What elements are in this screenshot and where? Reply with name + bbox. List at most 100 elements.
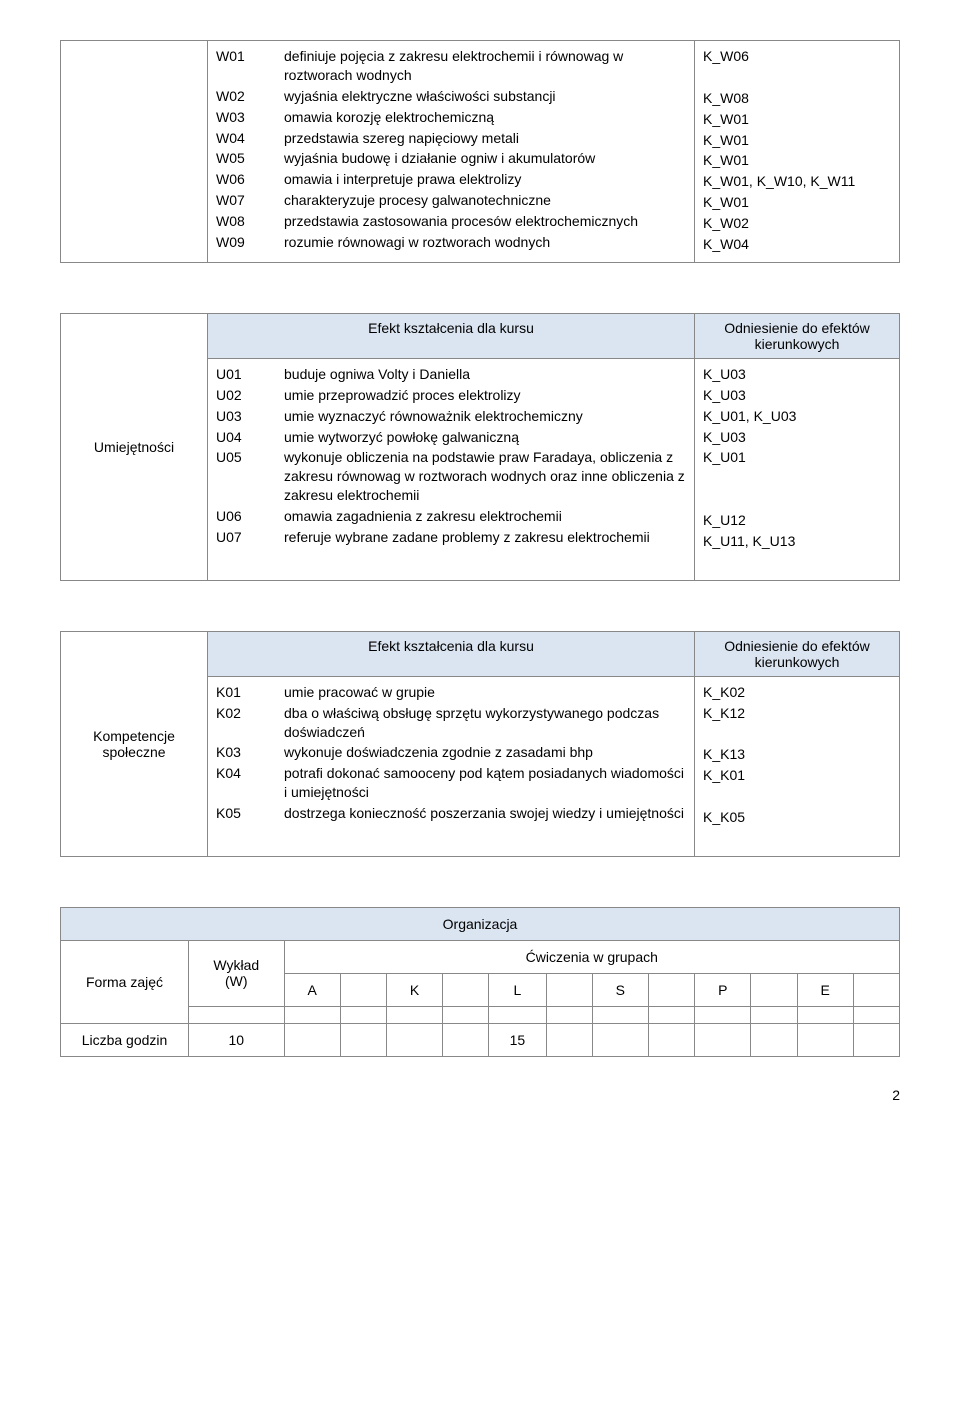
competence-out-cell: K_K02 K_K12 K_K13 K_K01 K_K05 xyxy=(695,676,900,856)
row-out: K_U11, K_U13 xyxy=(703,532,891,551)
skills-left-label: Umiejętności xyxy=(61,313,208,580)
row-code: W03 xyxy=(216,108,266,127)
row-code: U02 xyxy=(216,386,266,405)
row-code: W04 xyxy=(216,129,266,148)
row-desc: przedstawia szereg napięciowy metali xyxy=(284,129,686,148)
row-code: K04 xyxy=(216,764,266,802)
row-out: K_K05 xyxy=(703,808,891,827)
row-code: W02 xyxy=(216,87,266,106)
row-out: K_W06 xyxy=(703,47,891,66)
org-forma: Forma zajęć xyxy=(61,940,189,1023)
org-col-S: S xyxy=(592,973,648,1006)
org-col-A: A xyxy=(284,973,340,1006)
skills-header-right: Odniesienie do efektów kierunkowych xyxy=(695,313,900,358)
org-liczba-l: 15 xyxy=(489,1023,546,1056)
knowledge-desc-cell: W01 definiuje pojęcia z zakresu elektroch… xyxy=(208,41,695,263)
org-col-gap xyxy=(648,973,694,1006)
row-code: U07 xyxy=(216,528,266,547)
row-out: K_W01 xyxy=(703,131,891,150)
row-desc: umie wyznaczyć równoważnik elektrochemic… xyxy=(284,407,686,426)
row-desc: omawia zagadnienia z zakresu elektrochem… xyxy=(284,507,686,526)
row-code: K03 xyxy=(216,743,266,762)
row-out: K_U03 xyxy=(703,428,891,447)
row-code: U05 xyxy=(216,448,266,505)
row-code: K01 xyxy=(216,683,266,702)
row-out: K_W01 xyxy=(703,110,891,129)
org-wyklad-label: Wykład xyxy=(195,957,278,973)
row-desc: wyjaśnia budowę i działanie ogniw i akum… xyxy=(284,149,686,168)
competence-header-mid: Efekt kształcenia dla kursu xyxy=(208,631,695,676)
organization-table: Organizacja Forma zajęć Wykład (W) Ćwicz… xyxy=(60,907,900,1057)
competence-desc-cell: K01umie pracować w grupieK02dba o właści… xyxy=(208,676,695,856)
row-out: K_W01 xyxy=(703,193,891,212)
row-out: K_U01, K_U03 xyxy=(703,407,891,426)
row-out: K_W04 xyxy=(703,235,891,254)
row-code: W07 xyxy=(216,191,266,210)
competence-table: Kompetencje społeczne Efekt kształcenia … xyxy=(60,631,900,857)
knowledge-left-empty xyxy=(61,41,208,263)
org-col-K: K xyxy=(386,973,442,1006)
row-code: W08 xyxy=(216,212,266,231)
row-code: U06 xyxy=(216,507,266,526)
row-desc: definiuje pojęcia z zakresu elektrochemi… xyxy=(284,47,686,85)
row-desc: buduje ogniwa Volty i Daniella xyxy=(284,365,686,384)
row-code: W06 xyxy=(216,170,266,189)
row-out: K_W08 xyxy=(703,89,891,108)
org-col-L: L xyxy=(489,973,546,1006)
page-number: 2 xyxy=(60,1087,900,1103)
row-code: U03 xyxy=(216,407,266,426)
row-desc: dostrzega konieczność poszerzania swojej… xyxy=(284,804,686,823)
row-out: K_W01 xyxy=(703,151,891,170)
org-wyklad-sub: (W) xyxy=(195,973,278,989)
row-desc: umie przeprowadzić proces elektrolizy xyxy=(284,386,686,405)
row-desc: wykonuje obliczenia na podstawie praw Fa… xyxy=(284,448,686,505)
skills-desc-cell: U01 buduje ogniwa Volty i Daniella U02 umie… xyxy=(208,358,695,580)
org-title: Organizacja xyxy=(61,907,900,940)
row-desc: rozumie równowagi w roztworach wodnych xyxy=(284,233,686,252)
competence-header-right: Odniesienie do efektów kierunkowych xyxy=(695,631,900,676)
row-out: K_W02 xyxy=(703,214,891,233)
row-desc: omawia i interpretuje prawa elektrolizy xyxy=(284,170,686,189)
skills-out-cell: K_U03K_U03K_U01, K_U03K_U03K_U01 K_U12K_… xyxy=(695,358,900,580)
org-col-gap xyxy=(751,973,797,1006)
row-out: K_K13 xyxy=(703,745,891,764)
row-out: K_U01 xyxy=(703,448,891,467)
row-desc: omawia korozję elektrochemiczną xyxy=(284,108,686,127)
row-code: W01 xyxy=(216,47,266,85)
row-desc: referuje wybrane zadane problemy z zakre… xyxy=(284,528,686,547)
row-out: K_U12 xyxy=(703,511,891,530)
org-col-gap xyxy=(340,973,386,1006)
row-desc: charakteryzuje procesy galwanotechniczne xyxy=(284,191,686,210)
org-col-E: E xyxy=(797,973,853,1006)
knowledge-out-cell: K_W06 K_W08K_W01K_W01K_W01K_W01, K_W10, … xyxy=(695,41,900,263)
row-out: K_U03 xyxy=(703,365,891,384)
competence-left-label: Kompetencje społeczne xyxy=(61,631,208,856)
row-code: W05 xyxy=(216,149,266,168)
row-out: K_K02 xyxy=(703,683,891,702)
row-out: K_W01, K_W10, K_W11 xyxy=(703,172,891,191)
row-code: W09 xyxy=(216,233,266,252)
skills-header-mid: Efekt kształcenia dla kursu xyxy=(208,313,695,358)
row-desc: wykonuje doświadczenia zgodnie z zasadam… xyxy=(284,743,686,762)
row-desc: potrafi dokonać samooceny pod kątem posi… xyxy=(284,764,686,802)
knowledge-table: W01 definiuje pojęcia z zakresu elektroch… xyxy=(60,40,900,263)
org-liczba-w: 10 xyxy=(189,1023,285,1056)
org-wyklad: Wykład (W) xyxy=(189,940,285,1006)
row-out: K_U03 xyxy=(703,386,891,405)
row-code: U04 xyxy=(216,428,266,447)
row-desc: wyjaśnia elektryczne właściwości substan… xyxy=(284,87,686,106)
org-col-P: P xyxy=(695,973,751,1006)
row-code: U01 xyxy=(216,365,266,384)
org-col-gap xyxy=(546,973,592,1006)
row-desc: umie wytworzyć powłokę galwaniczną xyxy=(284,428,686,447)
row-desc: przedstawia zastosowania procesów elektr… xyxy=(284,212,686,231)
row-code: K05 xyxy=(216,804,266,823)
row-out: K_K01 xyxy=(703,766,891,785)
skills-table: Umiejętności Efekt kształcenia dla kursu… xyxy=(60,313,900,581)
row-desc: umie pracować w grupie xyxy=(284,683,686,702)
org-empty-w xyxy=(189,1006,285,1023)
org-col-gap xyxy=(853,973,899,1006)
org-cwiczenia: Ćwiczenia w grupach xyxy=(284,940,899,973)
org-liczba-label: Liczba godzin xyxy=(61,1023,189,1056)
row-out: K_K12 xyxy=(703,704,891,723)
